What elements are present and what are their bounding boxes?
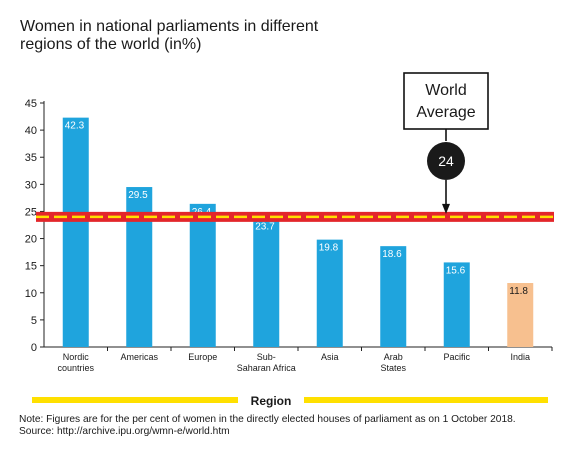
world-average-callout-text: World Average — [416, 82, 475, 121]
bar-value-label: 23.7 — [255, 221, 275, 232]
chart-note: Note: Figures are for the per cent of wo… — [19, 414, 564, 438]
y-tick-label: 40 — [25, 125, 37, 137]
world-average-value: 24 — [438, 153, 454, 169]
x-axis-title: Region — [251, 394, 292, 408]
bar — [253, 218, 280, 347]
bar — [380, 246, 407, 347]
category-label: Americas — [120, 352, 158, 362]
y-tick-label: 15 — [25, 261, 37, 273]
bar-value-label: 11.8 — [509, 286, 528, 297]
bar — [507, 283, 534, 347]
category-label: Pacific — [443, 352, 470, 362]
bar — [126, 187, 153, 347]
category-label: Nordic countries — [57, 352, 94, 373]
y-tick-label: 20 — [25, 234, 37, 246]
y-tick-label: 0 — [31, 342, 37, 354]
bar — [443, 262, 470, 347]
world-average-marker — [427, 142, 465, 180]
bar — [189, 203, 216, 347]
y-tick-label: 35 — [25, 152, 37, 164]
region-bar-right — [304, 397, 548, 403]
category-label: India — [510, 352, 530, 362]
bar-value-label: 29.5 — [128, 190, 148, 201]
bar — [62, 117, 89, 347]
bar-value-label: 42.3 — [65, 121, 85, 132]
category-label: Europe — [188, 352, 217, 362]
bar-value-label: 15.6 — [446, 265, 466, 276]
y-tick-label: 5 — [31, 315, 37, 327]
category-label: Asia — [321, 352, 339, 362]
y-tick-label: 10 — [25, 288, 37, 300]
title-line-1: Women in national parliaments in differe… — [20, 18, 319, 35]
chart-title: Women in national parliaments in differe… — [20, 18, 380, 54]
y-tick-label: 25 — [25, 206, 37, 218]
title-line-2: regions of the world (in%) — [20, 36, 202, 53]
world-average-callout — [403, 72, 489, 130]
bar — [316, 239, 343, 347]
category-label: Sub-Saharan Africa — [237, 352, 296, 373]
note-text: Note: Figures are for the per cent of wo… — [19, 414, 516, 425]
y-tick-label: 45 — [25, 98, 37, 110]
bar-value-label: 19.8 — [319, 243, 339, 254]
bar-value-label: 18.6 — [382, 249, 402, 260]
category-label: Arab States — [380, 352, 406, 373]
y-tick-label: 30 — [25, 179, 37, 191]
source-text: Source: http://archive.ipu.org/wmn-e/wor… — [19, 426, 230, 437]
region-bar-left — [32, 397, 238, 403]
world-average-arrowhead — [442, 203, 450, 214]
